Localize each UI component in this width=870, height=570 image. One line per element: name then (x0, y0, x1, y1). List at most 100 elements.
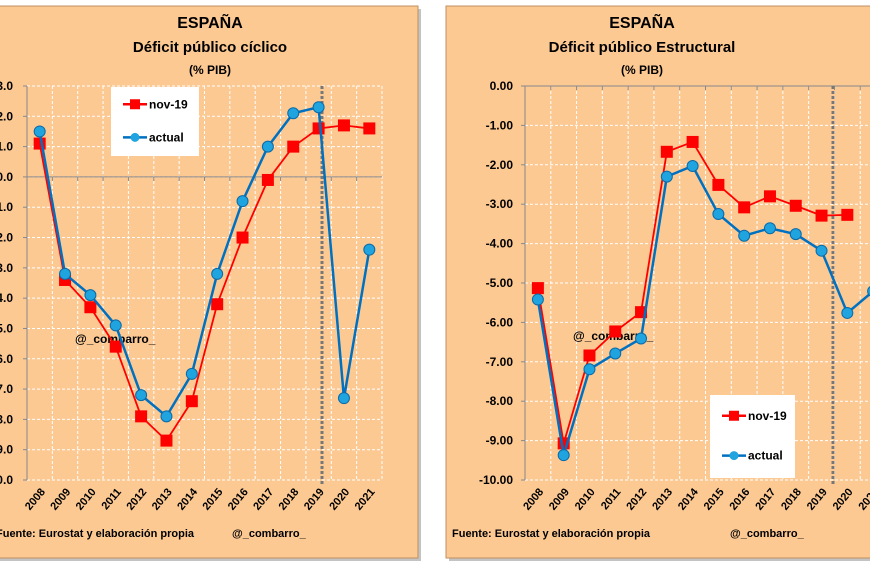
data-point-actual (712, 208, 725, 221)
chart-1: ESPAÑA Déficit público cíclico (% PIB) 3.0 2… (0, 5, 421, 561)
data-point-nov-19 (712, 178, 725, 191)
y-tick-label: -6.0 (0, 352, 13, 366)
data-point-actual (135, 389, 148, 402)
y-tick-label: -4.0 (0, 291, 13, 305)
data-point-nov-19 (287, 140, 300, 153)
data-point-actual (312, 101, 325, 114)
source-note: Fuente: Eurostat y elaboración propia (0, 528, 195, 540)
data-point-nov-19 (135, 410, 148, 423)
data-point-actual (185, 367, 198, 380)
legend-marker (130, 99, 140, 110)
data-point-nov-19 (236, 231, 249, 244)
data-point-actual (211, 267, 224, 280)
data-point-actual (261, 140, 274, 153)
chart-unit: (% PIB) (621, 63, 663, 77)
data-point-actual (557, 449, 570, 462)
data-point-nov-19 (815, 209, 828, 222)
y-tick-label: -8.0 (0, 412, 13, 426)
chart-unit: (% PIB) (189, 63, 231, 77)
data-point-nov-19 (160, 434, 173, 447)
data-point-nov-19 (84, 301, 97, 314)
data-point-actual (867, 286, 870, 297)
data-point-nov-19 (609, 325, 622, 338)
legend-label: actual (748, 449, 783, 463)
watermark: @_combarro_ (75, 332, 156, 346)
data-point-nov-19 (211, 298, 224, 311)
data-point-actual (789, 228, 802, 241)
data-point-nov-19 (109, 340, 122, 353)
chart-panel (445, 5, 870, 559)
data-point-nov-19 (261, 173, 274, 186)
author-credit: @_combarro_ (730, 528, 805, 540)
y-tick-label: -6.00 (486, 315, 514, 329)
y-tick-label: 2.0 (0, 109, 13, 123)
y-tick-label: -3.00 (486, 197, 514, 211)
data-point-nov-19 (583, 349, 596, 362)
data-point-actual (33, 125, 46, 138)
data-point-actual (531, 293, 544, 306)
y-tick-label: -5.00 (486, 276, 514, 290)
data-point-nov-19 (738, 201, 751, 214)
data-point-nov-19 (312, 122, 325, 135)
y-tick-label: -7.00 (486, 355, 514, 369)
y-tick-label: 3.0 (0, 79, 13, 93)
data-point-nov-19 (531, 282, 544, 295)
data-point-actual (236, 195, 249, 208)
legend-marker (130, 132, 140, 142)
y-tick-label: -8.00 (486, 394, 514, 408)
data-point-actual (59, 267, 72, 280)
legend (111, 87, 199, 156)
data-point-actual (738, 229, 751, 242)
chart-title: ESPAÑA (609, 12, 675, 32)
data-point-actual (635, 332, 648, 345)
author-credit: @_combarro_ (232, 528, 307, 540)
legend-label: nov-19 (149, 97, 188, 111)
y-tick-label: -1.00 (486, 118, 514, 132)
y-tick-label: -3.0 (0, 261, 13, 275)
data-point-nov-19 (337, 119, 350, 132)
data-point-nov-19 (763, 190, 776, 203)
legend-label: actual (149, 130, 184, 144)
chart-subtitle: Déficit público Estructural (549, 39, 736, 56)
data-point-nov-19 (363, 122, 376, 135)
legend (710, 395, 795, 478)
y-tick-label: -2.0 (0, 231, 13, 245)
data-point-actual (841, 306, 854, 319)
chart-title: ESPAÑA (177, 12, 243, 32)
legend-label: nov-19 (748, 409, 787, 423)
y-tick-label: -9.00 (486, 434, 514, 448)
y-tick-label: -7.0 (0, 382, 13, 396)
data-point-actual (160, 410, 173, 423)
data-point-actual (109, 319, 122, 332)
data-point-actual (763, 222, 776, 235)
data-point-nov-19 (789, 199, 802, 212)
data-point-nov-19 (33, 137, 46, 150)
data-point-nov-19 (660, 145, 673, 158)
y-tick-label: -5.0 (0, 321, 13, 335)
data-point-actual (686, 159, 699, 172)
data-point-nov-19 (686, 135, 699, 148)
data-point-actual (609, 347, 622, 360)
legend-marker (729, 451, 739, 461)
data-point-nov-19 (185, 395, 198, 408)
chart-subtitle: Déficit público cíclico (133, 39, 287, 56)
y-tick-label: -10.0 (0, 473, 13, 487)
y-tick-label: -9.0 (0, 443, 13, 457)
data-point-actual (583, 363, 596, 376)
chart-2: ESPAÑA Déficit público Estructural (% PIB)… (445, 5, 870, 561)
y-tick-label: -2.00 (486, 158, 514, 172)
y-tick-label: -4.00 (486, 237, 514, 251)
y-tick-label: -1.0 (0, 200, 13, 214)
data-point-actual (660, 170, 673, 183)
y-tick-label: 1.0 (0, 140, 13, 154)
source-note: Fuente: Eurostat y elaboración propia (452, 528, 651, 540)
y-tick-label: 0.0 (0, 170, 13, 184)
data-point-actual (84, 289, 97, 302)
data-point-actual (815, 244, 828, 257)
y-tick-label: -10.00 (479, 473, 513, 487)
data-point-actual (287, 107, 300, 120)
data-point-actual (337, 392, 350, 405)
legend-marker (729, 410, 739, 421)
y-tick-label: 0.00 (490, 79, 514, 93)
